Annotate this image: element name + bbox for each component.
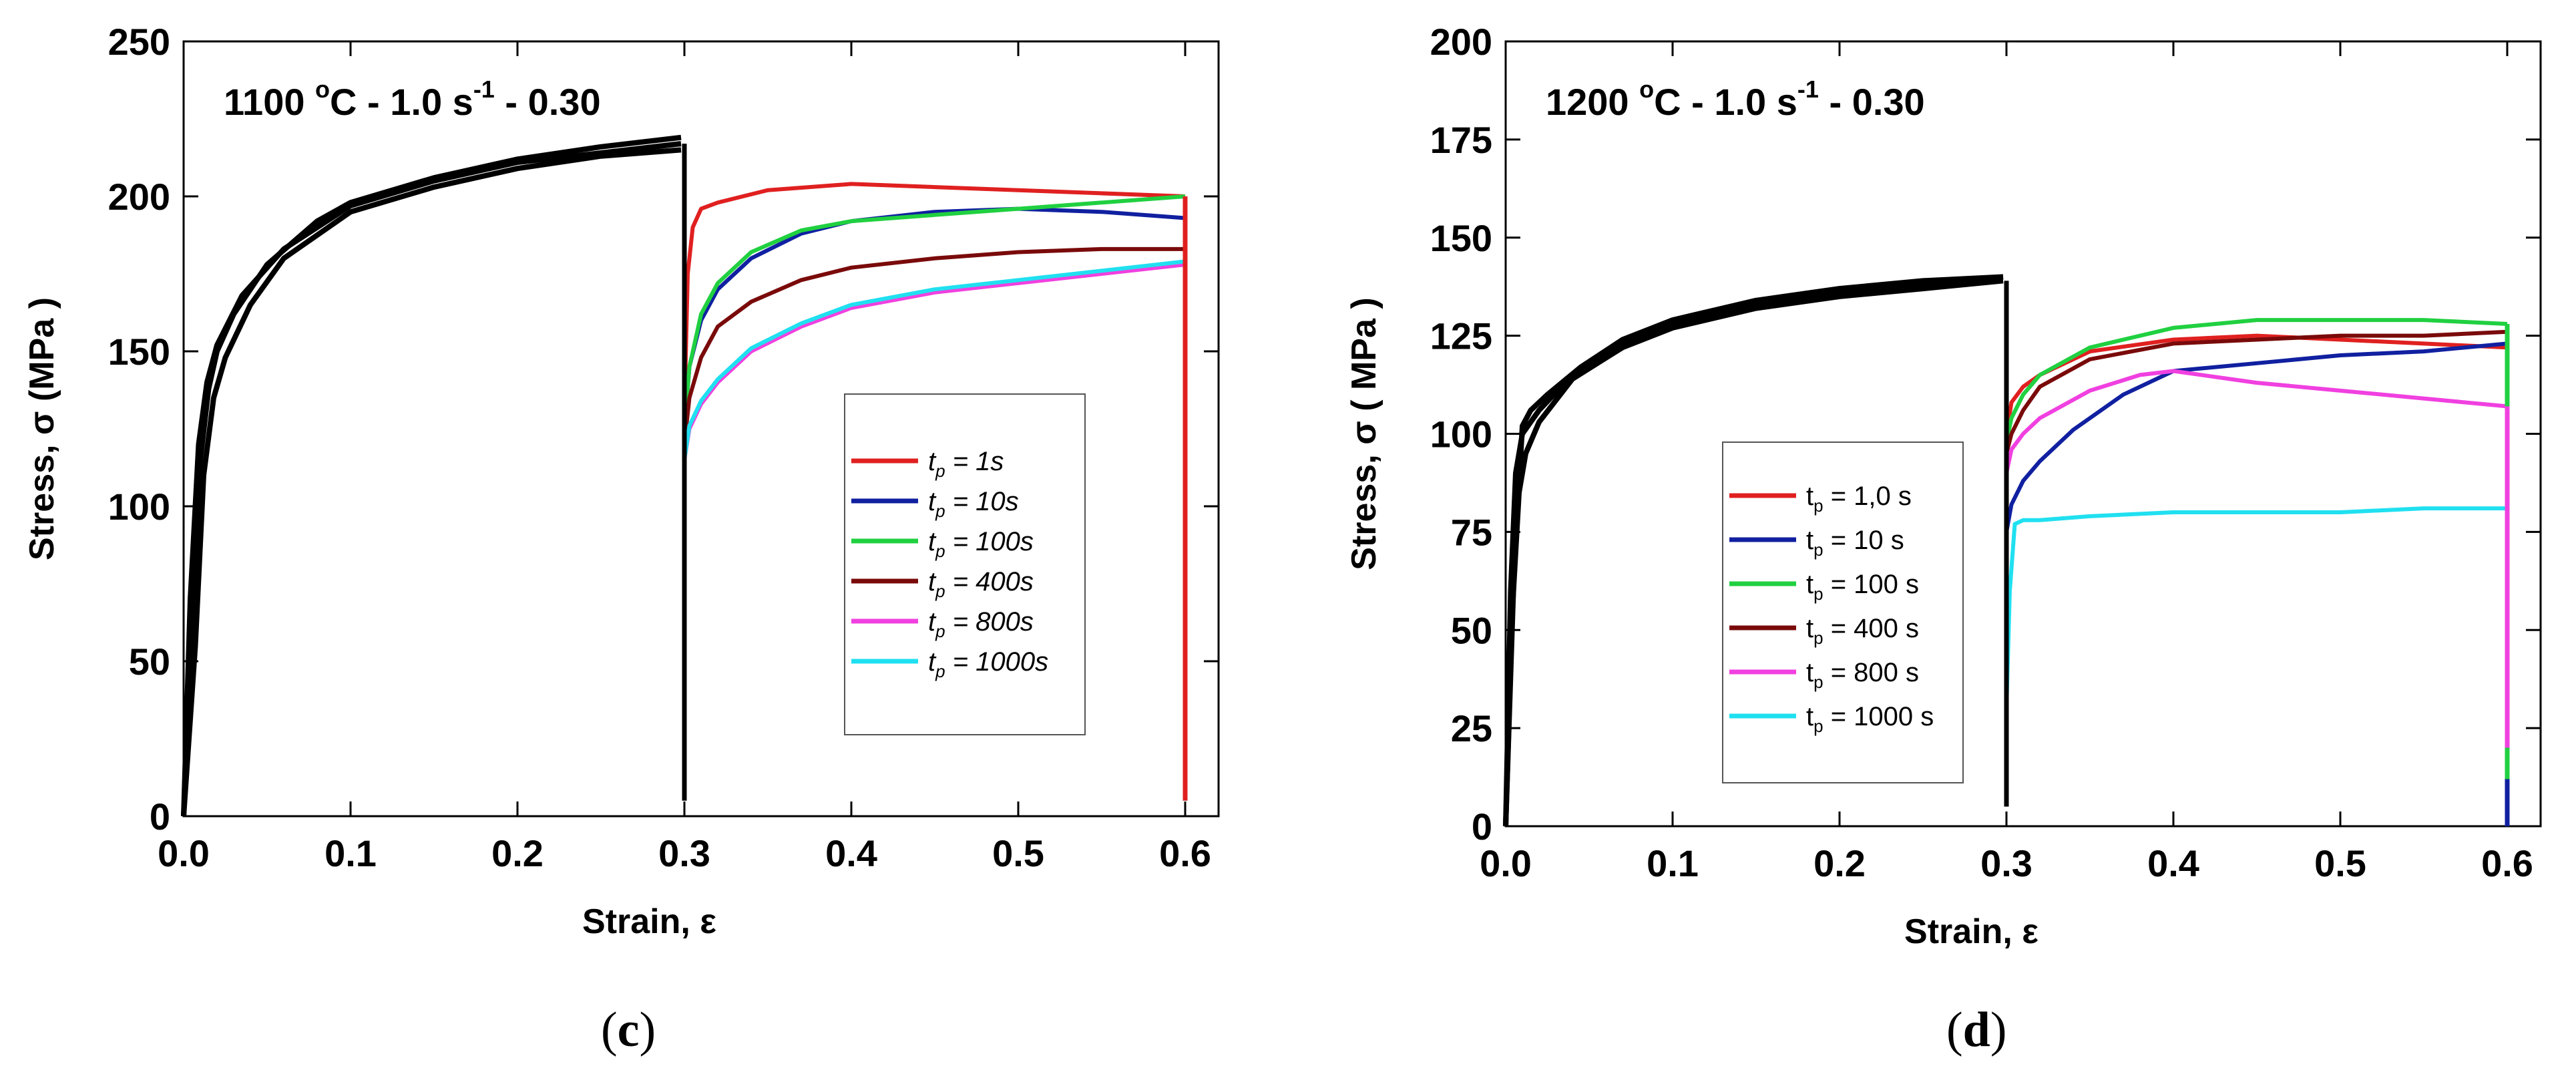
y-tick-label: 100 bbox=[1430, 413, 1492, 456]
y-tick-label: 250 bbox=[108, 21, 170, 63]
legend-label: tp = 100s bbox=[928, 527, 1034, 561]
chart-title: 1200 oC - 1.0 s-1 - 0.30 bbox=[1546, 75, 1925, 123]
legend-label: tp = 10s bbox=[928, 487, 1019, 521]
x-tick-label: 0.3 bbox=[658, 832, 710, 874]
prestrain-line bbox=[1503, 274, 2004, 827]
legend-box bbox=[844, 393, 1086, 735]
prestrain-line bbox=[181, 134, 682, 817]
prestrain-line bbox=[181, 141, 682, 817]
legend-label: tp = 1,0 s bbox=[1806, 482, 1912, 516]
series-line bbox=[2004, 329, 2508, 454]
y-tick-label: 200 bbox=[108, 176, 170, 218]
series-line bbox=[2004, 506, 2507, 709]
y-tick-label: 0 bbox=[1472, 806, 1492, 848]
caption-c-letter: c bbox=[617, 1003, 640, 1057]
x-tick-label: 0.0 bbox=[1480, 842, 1532, 884]
y-tick-label: 50 bbox=[1451, 609, 1492, 651]
series-line bbox=[682, 194, 1186, 429]
legend-label: tp = 1000s bbox=[928, 647, 1048, 681]
caption-c: (c) bbox=[601, 1003, 656, 1057]
y-tick-label: 0 bbox=[150, 795, 170, 838]
series-line bbox=[2004, 369, 2508, 474]
x-tick-label: 0.2 bbox=[491, 832, 544, 874]
series-line bbox=[2004, 333, 2508, 434]
legend-label: tp = 800 s bbox=[1806, 658, 1919, 692]
series-line bbox=[682, 246, 1185, 445]
caption-d: (d) bbox=[1946, 1003, 2007, 1057]
legend-label: tp = 800s bbox=[928, 607, 1034, 641]
legend-label: tp = 100 s bbox=[1806, 570, 1919, 604]
x-tick-label: 0.5 bbox=[992, 832, 1044, 874]
x-tick-label: 0.4 bbox=[825, 832, 877, 874]
series-line bbox=[682, 182, 1186, 413]
y-tick-label: 25 bbox=[1451, 707, 1492, 749]
x-axis-label: Strain, ε bbox=[582, 902, 716, 941]
caption-d-letter: d bbox=[1962, 1003, 1990, 1057]
series-line bbox=[682, 259, 1186, 460]
series-line bbox=[2004, 341, 2508, 532]
legend-label: tp = 400s bbox=[928, 567, 1034, 601]
legend-label: tp = 10 s bbox=[1806, 526, 1904, 560]
legend-box bbox=[1722, 441, 1964, 783]
chart-d: 0.0 0.1 0.2 0.3 0.4 0.5 0.6 0 25 50 75 100 125 150 175… bbox=[1345, 21, 2542, 951]
x-axis-label: Strain, ε bbox=[1904, 912, 2038, 951]
x-tick-label: 0.1 bbox=[325, 832, 377, 874]
x-tick-label: 0.6 bbox=[1159, 832, 1211, 874]
series-line bbox=[2004, 318, 2508, 442]
x-tick-label: 0.2 bbox=[1813, 842, 1866, 884]
x-tick-label: 0.0 bbox=[158, 832, 210, 874]
legend-label: tp = 1s bbox=[928, 447, 1004, 481]
y-axis-label: Stress, σ (MPa ) bbox=[23, 297, 61, 560]
y-axis-label: Stress, σ ( MPa ) bbox=[1345, 297, 1383, 570]
y-tick-label: 150 bbox=[108, 331, 170, 373]
x-tick-label: 0.5 bbox=[2314, 842, 2366, 884]
x-tick-label: 0.1 bbox=[1647, 842, 1699, 884]
y-tick-label: 100 bbox=[108, 486, 170, 528]
chart-c: 0.0 0.1 0.2 0.3 0.4 0.5 0.6 0 50 100 150 200 250 Stra… bbox=[23, 21, 1220, 941]
y-tick-label: 150 bbox=[1430, 217, 1492, 259]
y-tick-label: 50 bbox=[129, 641, 170, 683]
prestrain-line bbox=[181, 147, 682, 817]
plot-frame bbox=[182, 40, 1220, 818]
chart-title: 1100 oC - 1.0 s-1 - 0.30 bbox=[224, 75, 601, 123]
legend-label: tp = 1000 s bbox=[1806, 702, 1934, 736]
x-tick-label: 0.3 bbox=[1980, 842, 2032, 884]
x-tick-label: 0.4 bbox=[2147, 842, 2199, 884]
x-tick-label: 0.6 bbox=[2481, 842, 2533, 884]
y-tick-label: 175 bbox=[1430, 119, 1492, 161]
y-tick-label: 125 bbox=[1430, 315, 1492, 357]
y-tick-label: 75 bbox=[1451, 511, 1492, 553]
legend-label: tp = 400 s bbox=[1806, 614, 1919, 648]
y-tick-label: 200 bbox=[1430, 21, 1492, 63]
